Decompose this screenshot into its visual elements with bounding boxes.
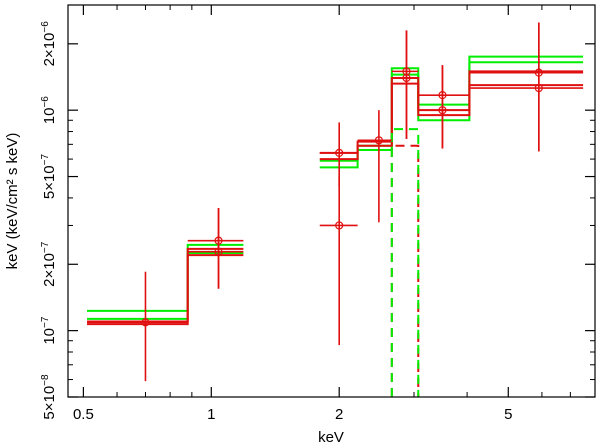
data-point [438,106,447,115]
data-point [214,247,223,256]
model-steps [87,55,584,326]
plot-frame [67,4,596,398]
x-tick-label: 1 [207,406,215,423]
model-step-line [87,82,584,326]
x-tick-label: 0.5 [73,406,94,423]
data-point [374,136,383,145]
model-step-line [87,70,584,323]
x-ticks: 0.5 1 2 5 [73,5,596,423]
y-tick-label: 2×10−7 [40,241,58,287]
data-point [335,148,344,158]
data-point [335,221,344,230]
y-tick-label: 10−6 [40,96,58,125]
line-component [390,144,420,397]
y-tick-label: 5×10−7 [40,154,58,200]
data-point [141,318,150,327]
y-ticks: 5×10−8 10−7 2×10−7 5×10−7 10−6 2×10−6 [40,4,595,420]
y-tick-label: 2×10−6 [40,21,58,67]
data-point [534,83,543,93]
x-tick-label: 5 [504,406,512,423]
y-axis-title: keV (keV/cm² s keV) [4,133,21,270]
line-components [390,128,420,397]
model-step-line [87,55,584,312]
line-component [390,128,420,397]
x-tick-label: 2 [335,406,343,423]
axes [67,4,596,398]
data-points [87,22,584,382]
y-tick-label: 5×10−8 [40,374,58,420]
x-axis-title: keV [318,429,344,446]
data-point [402,73,411,83]
model-step-line [87,61,584,320]
y-tick-label: 10−7 [40,316,58,345]
